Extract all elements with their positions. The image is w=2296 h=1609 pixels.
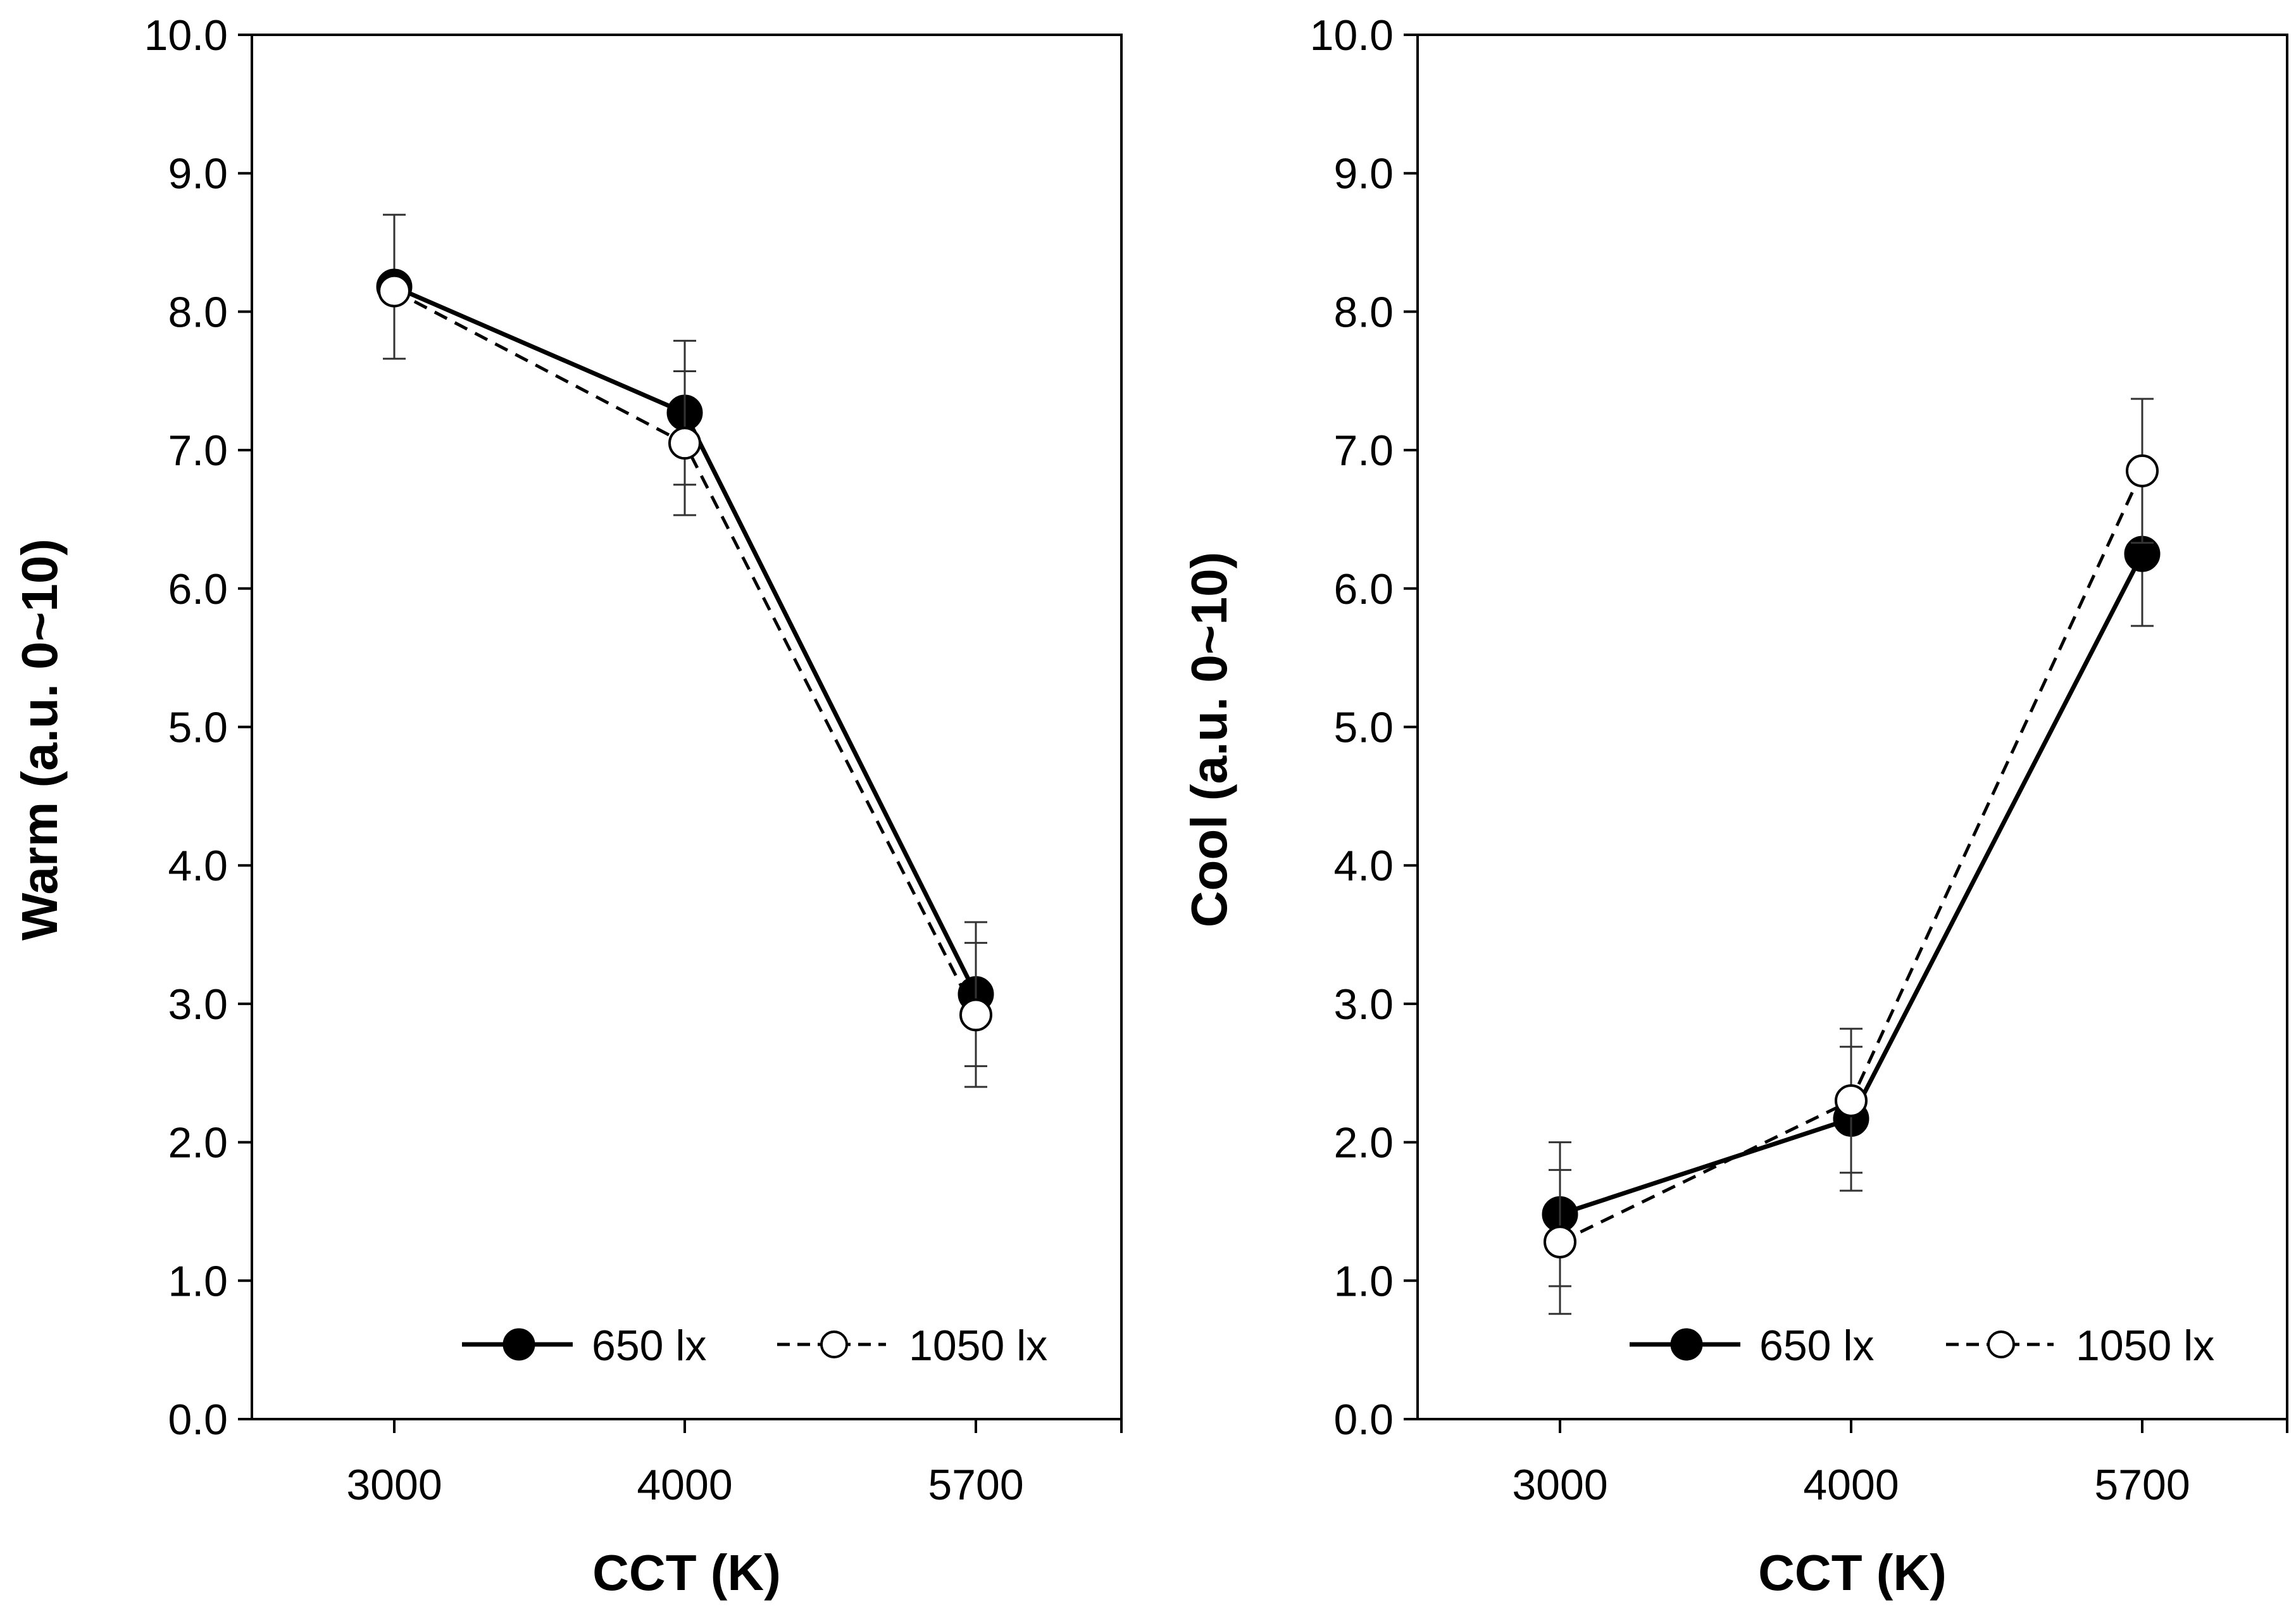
data-point	[378, 274, 411, 308]
y-axis-title: Warm (a.u. 0~10)	[11, 539, 68, 941]
x-axis-title: CCT (K)	[592, 1544, 781, 1601]
chart-panel-2: 0.0 1.0 2.0 3.0 4.0 5.0 6.0 7.0 8.0 9.0 10.0 3000 40…	[1181, 11, 2288, 1601]
y-tick-label: 0.0	[1333, 1396, 1394, 1444]
x-tick-label: 4000	[637, 1461, 732, 1509]
y-tick-label: 6.0	[168, 565, 228, 613]
legend-label-1: 650 lx	[1759, 1322, 1874, 1370]
legend-marker-2	[820, 1330, 848, 1358]
data-point	[668, 427, 701, 460]
y-tick-label: 5.0	[1333, 704, 1394, 752]
legend-label-2: 1050 lx	[909, 1322, 1047, 1370]
y-tick-label: 4.0	[1333, 842, 1394, 890]
data-point	[1544, 1225, 1576, 1259]
y-tick-label: 4.0	[168, 842, 228, 890]
chart-panel-1: 0.0 1.0 2.0 3.0 4.0 5.0 6.0 7.0 8.0 9.0 10.0 3000 40…	[11, 11, 1123, 1601]
legend-label-1: 650 lx	[592, 1322, 706, 1370]
y-axis-title: Cool (a.u. 0~10)	[1181, 552, 1237, 927]
y-tick-label: 9.0	[168, 150, 228, 198]
y-tick-label: 10.0	[144, 11, 228, 59]
legend-marker-1	[1670, 1328, 1703, 1361]
y-tick-label: 1.0	[1333, 1257, 1394, 1305]
x-tick-label: 4000	[1803, 1461, 1899, 1509]
y-tick-label: 7.0	[1333, 427, 1394, 475]
legend-label-2: 1050 lx	[2076, 1322, 2214, 1370]
legend-marker-2	[1987, 1330, 2015, 1358]
data-point	[1835, 1084, 1868, 1117]
y-tick-label: 7.0	[168, 427, 228, 475]
y-tick-label: 3.0	[1333, 980, 1394, 1029]
y-tick-label: 9.0	[1333, 150, 1394, 198]
x-tick-label: 5700	[2094, 1461, 2190, 1509]
y-tick-label: 5.0	[168, 704, 228, 752]
data-point	[2126, 454, 2159, 487]
y-tick-label: 3.0	[168, 980, 228, 1029]
data-point	[959, 998, 992, 1032]
legend-marker-1	[502, 1328, 535, 1361]
y-tick-label: 8.0	[168, 288, 228, 336]
y-tick-label: 2.0	[168, 1119, 228, 1167]
y-tick-label: 10.0	[1310, 11, 1394, 59]
x-axis-title: CCT (K)	[1758, 1544, 1947, 1601]
plot-frame	[251, 34, 1123, 1420]
x-tick-label: 3000	[1512, 1461, 1607, 1509]
y-tick-label: 6.0	[1333, 565, 1394, 613]
x-tick-label: 3000	[346, 1461, 442, 1509]
y-tick-label: 8.0	[1333, 288, 1394, 336]
y-tick-label: 2.0	[1333, 1119, 1394, 1167]
y-tick-label: 0.0	[168, 1396, 228, 1444]
x-tick-label: 5700	[928, 1461, 1023, 1509]
y-tick-label: 1.0	[168, 1257, 228, 1305]
